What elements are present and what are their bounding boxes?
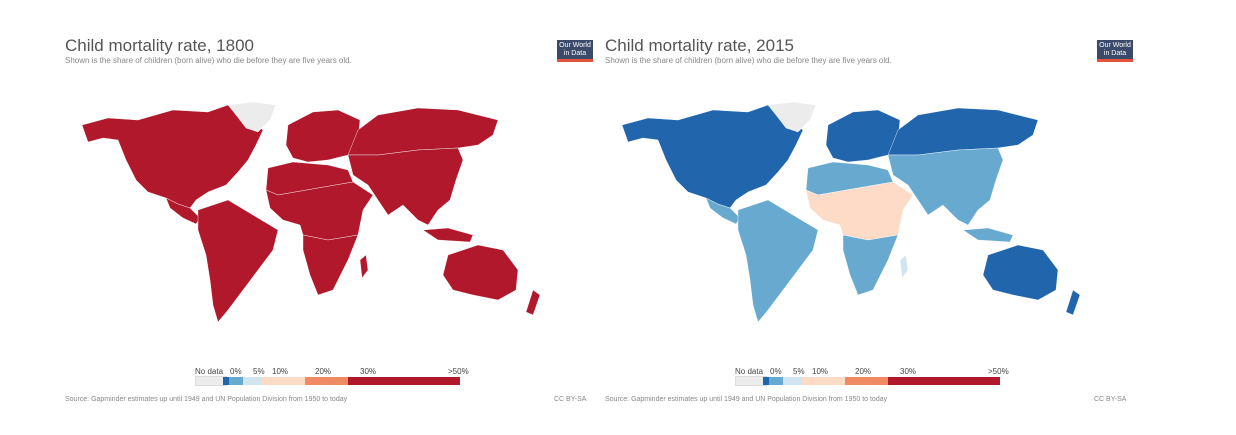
region-southern-africa[interactable] [842, 234, 899, 296]
region-south-america[interactable] [737, 199, 819, 323]
legend-swatch-0 [763, 377, 769, 385]
legend-swatch-50 [888, 377, 1000, 385]
legend-tick: 0% [230, 367, 242, 376]
legend-tick: 20% [315, 367, 332, 376]
region-australia[interactable] [442, 244, 519, 301]
region-new-zealand[interactable] [1065, 289, 1081, 316]
legend-swatch-20 [262, 377, 305, 385]
legend-tick: 5% [253, 367, 265, 376]
legend-swatch-10 [243, 377, 262, 385]
region-south-asia[interactable] [347, 147, 464, 226]
legend-swatch-5 [229, 377, 243, 385]
region-south-america[interactable] [197, 199, 279, 323]
region-southeast-asia[interactable] [422, 227, 474, 243]
region-south-asia[interactable] [887, 147, 1004, 226]
region-new-zealand[interactable] [525, 289, 541, 316]
legend-tick: 30% [900, 367, 917, 376]
license-link[interactable]: CC BY-SA [1094, 396, 1127, 403]
world-map [621, 101, 1081, 323]
chart-subtitle: Shown is the share of children (born ali… [65, 56, 352, 65]
owid-logo[interactable]: Our World in Data [557, 40, 593, 62]
chart-title: Child mortality rate, 2015 [605, 36, 794, 55]
world-map [81, 101, 541, 323]
region-madagascar[interactable] [899, 254, 909, 279]
legend-tick: 20% [855, 367, 872, 376]
legend-tick: >50% [988, 367, 1009, 376]
map-panel-2015: Child mortality rate, 2015 Shown is the … [570, 0, 1133, 435]
legend-tick: >50% [448, 367, 469, 376]
legend-swatch-30 [845, 377, 888, 385]
legend-swatch-30 [305, 377, 348, 385]
owid-logo[interactable]: Our World in Data [1097, 40, 1133, 62]
legend-tick: 5% [793, 367, 805, 376]
legend-swatch-20 [802, 377, 845, 385]
chart-subtitle: Shown is the share of children (born ali… [605, 56, 892, 65]
legend-swatch-50 [348, 377, 460, 385]
region-north-america[interactable] [621, 104, 804, 209]
legend-no-data-label: No data [735, 367, 764, 376]
region-southeast-asia[interactable] [962, 227, 1014, 243]
chart-title: Child mortality rate, 1800 [65, 36, 254, 55]
region-greenland[interactable] [767, 101, 817, 133]
legend-tick: 10% [812, 367, 829, 376]
map-panel-1800: Child mortality rate, 1800 Shown is the … [30, 0, 593, 435]
region-north-america[interactable] [81, 104, 264, 209]
source-note: Source: Gapminder estimates up until 194… [65, 396, 348, 403]
legend-tick: 10% [272, 367, 289, 376]
region-australia[interactable] [982, 244, 1059, 301]
legend-tick: 0% [770, 367, 782, 376]
legend-swatch-5 [769, 377, 783, 385]
license-link[interactable]: CC BY-SA [554, 396, 587, 403]
region-southern-africa[interactable] [302, 234, 359, 296]
legend-swatch-0 [223, 377, 229, 385]
region-greenland[interactable] [227, 101, 277, 133]
legend-swatch-10 [783, 377, 802, 385]
region-russia[interactable] [887, 107, 1039, 156]
region-madagascar[interactable] [359, 254, 369, 279]
legend-tick: 30% [360, 367, 377, 376]
source-note: Source: Gapminder estimates up until 194… [605, 396, 888, 403]
region-russia[interactable] [347, 107, 499, 156]
legend-no-data-label: No data [195, 367, 224, 376]
